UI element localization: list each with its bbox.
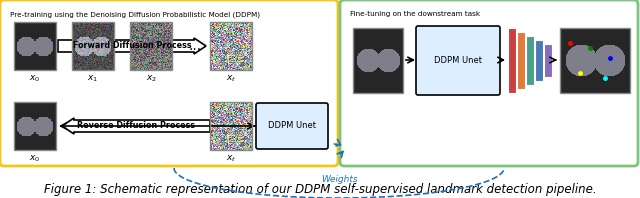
Bar: [14, 102, 56, 150]
Bar: [210, 22, 252, 70]
Text: Weights: Weights: [321, 175, 357, 184]
Bar: [508, 28, 516, 93]
Bar: [14, 22, 56, 70]
Text: $x_t$: $x_t$: [226, 74, 236, 85]
Bar: [544, 44, 552, 77]
Bar: [535, 40, 543, 81]
Text: $x_2$: $x_2$: [145, 74, 157, 85]
Bar: [517, 32, 525, 89]
Bar: [353, 28, 403, 93]
FancyBboxPatch shape: [416, 26, 500, 95]
Text: Figure 1: Schematic representation of our DDPM self-supervised landmark detectio: Figure 1: Schematic representation of ou…: [44, 183, 596, 196]
FancyArrow shape: [62, 118, 210, 134]
Text: DDPM Unet: DDPM Unet: [434, 56, 482, 65]
Text: Pre-training using the Denoising Diffusion Probabilistic Model (DDPM): Pre-training using the Denoising Diffusi…: [10, 11, 260, 17]
FancyArrow shape: [58, 38, 206, 54]
Text: Reverse Diffusion Process: Reverse Diffusion Process: [77, 122, 195, 130]
FancyBboxPatch shape: [256, 103, 328, 149]
Text: ...: ...: [188, 39, 202, 53]
Text: $x_0$: $x_0$: [29, 74, 40, 85]
Text: $x_t$: $x_t$: [226, 154, 236, 165]
Bar: [130, 22, 172, 70]
Text: $x_1$: $x_1$: [88, 74, 99, 85]
Bar: [526, 36, 534, 85]
Text: Fine-tuning on the downstream task: Fine-tuning on the downstream task: [350, 11, 480, 17]
Bar: [560, 28, 630, 93]
Text: DDPM Unet: DDPM Unet: [268, 122, 316, 130]
Text: $x_0$: $x_0$: [29, 154, 40, 165]
Bar: [72, 22, 114, 70]
Text: Forward Diffusion Process: Forward Diffusion Process: [73, 42, 191, 50]
Bar: [210, 102, 252, 150]
